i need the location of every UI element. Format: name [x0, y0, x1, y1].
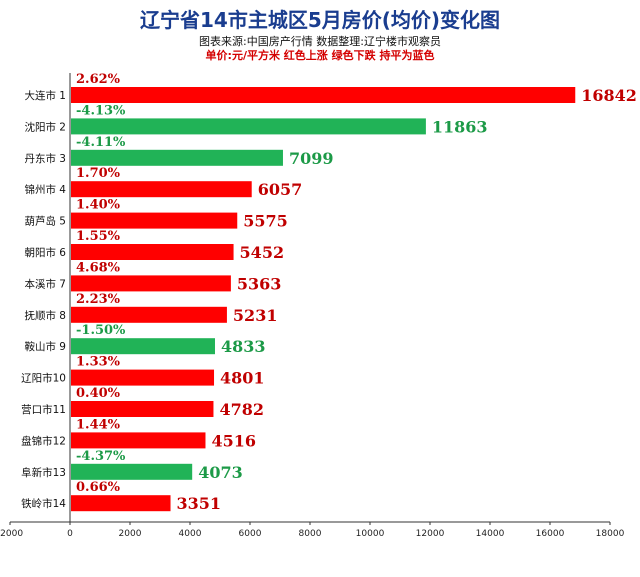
change-label: 1.40%	[76, 198, 121, 213]
value-label: 7099	[289, 149, 334, 168]
change-label: 1.33%	[76, 355, 121, 370]
category-label: 锦州市 4	[24, 183, 66, 196]
category-label: 辽阳市10	[21, 372, 66, 385]
category-label: 鞍山市 9	[24, 340, 66, 353]
chart-title: 辽宁省14市主城区5月房价(均价)变化图	[139, 8, 501, 32]
x-tick-label: 14000	[476, 529, 505, 539]
x-tick-label: 12000	[416, 529, 445, 539]
change-label: -1.50%	[76, 323, 126, 338]
bar	[71, 244, 234, 260]
x-tick-label: 10000	[356, 529, 385, 539]
bar	[71, 338, 215, 355]
value-label: 3351	[177, 494, 222, 513]
bar	[71, 87, 576, 103]
change-label: 0.66%	[76, 480, 121, 495]
category-label: 葫芦岛 5	[24, 215, 66, 228]
value-label: 4833	[221, 337, 266, 356]
value-label: 5452	[240, 243, 285, 262]
value-label: 4073	[198, 463, 243, 482]
category-label: 阜新市13	[21, 466, 66, 479]
value-label: 5231	[233, 306, 278, 325]
bar	[71, 369, 215, 386]
category-label: 营口市11	[21, 403, 66, 416]
change-label: 4.68%	[76, 260, 121, 275]
x-tick-label: 4000	[179, 529, 202, 539]
bar	[71, 401, 214, 417]
change-label: 2.23%	[76, 292, 121, 307]
category-label: 抚顺市 8	[24, 309, 66, 322]
change-label: 2.62%	[76, 72, 121, 87]
value-label: 4782	[219, 400, 264, 419]
change-label: -4.13%	[76, 103, 126, 118]
change-label: -4.11%	[76, 135, 126, 150]
value-label: 5363	[237, 274, 282, 293]
value-label: 4516	[211, 431, 256, 450]
x-tick-label: 8000	[299, 529, 322, 539]
change-label: 1.70%	[76, 166, 121, 181]
category-label: 本溪市 7	[24, 277, 66, 290]
chart-source: 图表来源:中国房产行情 数据整理:辽宁楼市观察员	[199, 35, 441, 48]
bar	[71, 463, 193, 480]
change-label: -4.37%	[76, 449, 126, 464]
value-label: 5575	[243, 212, 288, 231]
category-label: 沈阳市 2	[24, 120, 66, 133]
bar	[71, 212, 238, 229]
chart-unit-legend: 单价:元/平方米 红色上涨 绿色下跌 持平为蓝色	[205, 49, 435, 62]
x-tick-label: 18000	[596, 529, 625, 539]
x-tick-label: 16000	[536, 529, 565, 539]
category-label: 丹东市 3	[24, 152, 66, 165]
value-label: 16842	[581, 86, 637, 105]
bar	[71, 432, 206, 449]
bar	[71, 118, 426, 135]
value-label: 6057	[258, 180, 303, 199]
x-tick-label: 2000	[119, 529, 142, 539]
bar	[71, 149, 283, 166]
x-tick-label: -2000	[0, 529, 23, 539]
bar	[71, 181, 252, 198]
x-tick-label: 6000	[239, 529, 262, 539]
bar	[71, 306, 227, 323]
x-tick-label: 0	[67, 529, 73, 539]
category-label: 盘锦市12	[21, 434, 66, 447]
change-label: 1.55%	[76, 229, 121, 244]
category-label: 铁岭市14	[21, 497, 66, 510]
bar	[71, 495, 171, 512]
value-label: 11863	[432, 117, 488, 136]
change-label: 1.44%	[76, 417, 121, 432]
bar	[71, 275, 231, 292]
category-label: 大连市 1	[24, 89, 66, 102]
value-label: 4801	[220, 369, 265, 388]
category-label: 朝阳市 6	[24, 246, 66, 259]
change-label: 0.40%	[76, 386, 121, 401]
